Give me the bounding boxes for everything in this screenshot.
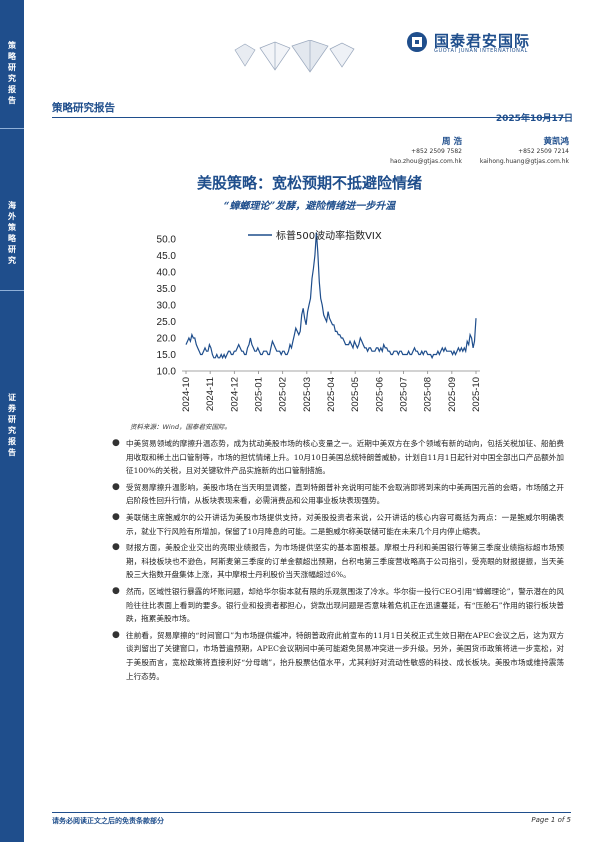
y-tick-label: 20.0 [157, 334, 177, 345]
bullet-icon: ● [112, 542, 120, 553]
bullet-icon: ● [112, 511, 120, 522]
x-tick-label: 2025-02 [278, 377, 289, 412]
report-date: 2025年10月17日 [495, 114, 573, 124]
report-type: 策略研究报告 [52, 102, 115, 114]
list-item: ● 美联储主席鲍威尔的公开讲话为美股市场提供支持，对美股投资者来说，公开讲话的核心… [112, 511, 564, 538]
x-tick-label: 2024-12 [229, 377, 240, 412]
y-tick-label: 15.0 [157, 350, 177, 361]
author-block: 黄凯鸿 +852 2509 7214 kaihong.huang@gtjas.c… [465, 137, 569, 167]
logo-mark-icon [407, 32, 427, 52]
list-item: ● 然而，区域性银行暴露的坏账问题，却给华尔街本就有限的乐观氛围泼了冷水。华尔街一… [112, 585, 564, 626]
x-tick-label: 2025-06 [374, 377, 385, 412]
bullet-icon: ● [112, 481, 120, 492]
sidebar-section-overseas: 海外策略研究 [8, 200, 16, 265]
bullet-icon: ● [112, 585, 120, 596]
x-tick-label: 2025-08 [423, 377, 434, 412]
x-tick-label: 2025-07 [399, 377, 410, 412]
author-email[interactable]: kaihong.huang@gtjas.com.hk [479, 158, 569, 165]
x-tick-label: 2025-01 [254, 377, 265, 412]
author-phone: +852 2509 7214 [518, 148, 569, 155]
list-item: ● 往前看，贸易摩擦的“时间窗口”为市场提供缓冲，特朗普政府此前宣布的11月1日关… [112, 629, 564, 683]
y-tick-label: 25.0 [157, 317, 177, 328]
bullet-icon: ● [112, 629, 120, 640]
author-name: 周 浩 [442, 137, 462, 147]
x-tick-label: 2025-03 [302, 377, 313, 412]
legend-label: 标普500波动率指数VIX [276, 229, 382, 242]
x-tick-label: 2025-05 [350, 377, 361, 412]
y-tick-label: 10.0 [157, 367, 177, 378]
sidebar-section-securities: 证券研究报告 [8, 392, 16, 457]
logo-name-cn: 国泰君安国际 [434, 32, 531, 50]
x-tick-label: 2024-11 [205, 377, 216, 411]
page-number: Page 1 of 5 [531, 816, 571, 824]
diamond-decoration-icon [234, 40, 355, 73]
list-item-text: 美联储主席鲍威尔的公开讲话为美股市场提供支持，对美股投资者来说，公开讲话的核心内… [126, 512, 564, 536]
report-subtitle: “蟑螂理论”发酵，避险情绪进一步升温 [223, 201, 396, 212]
header-rule [52, 117, 571, 118]
list-item: ● 财报方面，美股企业交出的亮眼业绩报告，为市场提供坚实的基本面根基。摩根士丹利和… [112, 541, 564, 582]
chart-source: 资料来源：Wind，国泰君安国际。 [130, 423, 231, 431]
report-title: 美股策略：宽松预期不抵避险情绪 [196, 174, 422, 192]
x-tick-label: 2024-10 [181, 377, 192, 412]
sidebar-divider [0, 128, 24, 129]
sidebar-section-strategy: 策略研究报告 [8, 40, 16, 105]
logo-name-en: GUOTAI JUNAN INTERNATIONAL [434, 48, 528, 54]
x-tick-label: 2025-04 [326, 377, 337, 412]
list-item-text: 财报方面，美股企业交出的亮眼业绩报告，为市场提供坚实的基本面根基。摩根士丹利和美… [126, 543, 564, 580]
y-tick-label: 35.0 [157, 284, 177, 295]
list-item-text: 受贸易摩擦升温影响，美股市场在当天明显调整，直到特朗普补充说明可能不会取消即将到… [126, 482, 564, 506]
y-tick-label: 45.0 [157, 251, 177, 262]
list-item: ● 受贸易摩擦升温影响，美股市场在当天明显调整，直到特朗普补充说明可能不会取消即将… [112, 481, 564, 508]
bullet-icon: ● [112, 438, 120, 448]
y-tick-label: 50.0 [157, 235, 177, 246]
list-item-text: 然而，区域性银行暴露的坏账问题，却给华尔街本就有限的乐观氛围泼了冷水。华尔街一投… [126, 586, 564, 624]
list-item-text: 往前看，贸易摩擦的“时间窗口”为市场提供缓冲，特朗普政府此前宣布的11月1日关税… [126, 630, 564, 681]
footer-disclaimer[interactable]: 请务必阅读正文之后的免责条款部分 [52, 816, 164, 825]
company-logo: 国泰君安国际 GUOTAI JUNAN INTERNATIONAL [406, 30, 566, 56]
key-points-list: ● 中美贸易领域的摩擦升温态势，成为扰动美股市场的核心变量之一。近期中美双方在多个… [112, 437, 564, 686]
author-email[interactable]: hao.zhou@gtjas.com.hk [390, 158, 462, 165]
list-item-text: 中美贸易领域的摩擦升温态势，成为扰动美股市场的核心变量之一。近期中美双方在多个领… [126, 439, 564, 476]
vix-line-chart: 50.0 45.0 40.0 35.0 30.0 25.0 20.0 15.0 10.0 2024… [157, 229, 482, 412]
y-tick-label: 30.0 [157, 301, 177, 312]
author-phone: +852 2509 7582 [411, 148, 462, 155]
y-tick-label: 40.0 [157, 268, 177, 279]
x-tick-label: 2025-09 [447, 377, 458, 412]
sidebar-divider [0, 290, 24, 291]
author-name: 黄凯鸿 [543, 137, 569, 147]
author-block: 周 浩 +852 2509 7582 hao.zhou@gtjas.com.hk [380, 137, 462, 167]
series-line [185, 232, 477, 360]
footer-rule [52, 812, 571, 813]
list-item: ● 中美贸易领域的摩擦升温态势，成为扰动美股市场的核心变量之一。近期中美双方在多个… [112, 437, 564, 478]
sidebar: 策略研究报告 海外策略研究 证券研究报告 [0, 0, 24, 842]
x-tick-label: 2025-10 [471, 377, 482, 412]
